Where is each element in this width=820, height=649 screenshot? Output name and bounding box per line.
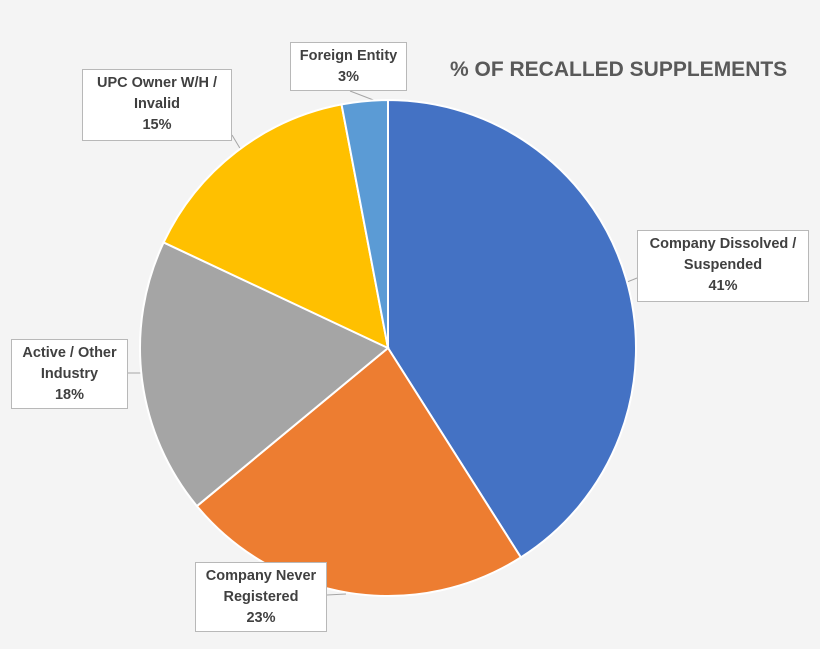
data-label-value: 15% — [142, 117, 172, 133]
data-label-value: 23% — [246, 610, 276, 626]
chart-title: % OF RECALLED SUPPLEMENTS — [450, 58, 788, 81]
pie-slice-company-dissolved-suspended — [387, 98, 637, 559]
leader-line — [231, 134, 242, 151]
data-label-value: 3% — [338, 69, 359, 85]
leader-line — [349, 90, 377, 102]
data-label-line: UPC Owner W/H / — [96, 75, 218, 91]
data-label-line: Invalid — [134, 96, 180, 112]
data-label-active-other-industry: Active / Other Industry 18% — [11, 339, 128, 409]
data-label-value: 41% — [708, 278, 738, 294]
data-label-company-never-registered: Company Never Registered 23% — [195, 562, 327, 632]
data-label-line: Foreign Entity — [299, 48, 398, 64]
data-label-company-dissolved: Company Dissolved / Suspended 41% — [637, 230, 809, 302]
data-label-line: Registered — [223, 589, 299, 605]
pie-slice-upc-owner-w-h-invalid — [162, 103, 390, 350]
pie-slice-active-other-industry — [139, 241, 390, 508]
leader-line — [326, 593, 347, 596]
data-label-foreign-entity: Foreign Entity 3% — [290, 42, 407, 91]
data-label-line: Industry — [40, 366, 99, 382]
data-label-line: Suspended — [683, 257, 763, 273]
pie-slice-foreign-entity — [340, 98, 389, 349]
pie-slice-company-never-registered — [195, 346, 523, 597]
data-label-line: Company Dissolved / — [649, 236, 797, 252]
data-label-line: Company Never — [205, 568, 317, 584]
data-label-line: Active / Other — [22, 345, 117, 361]
data-label-value: 18% — [54, 387, 85, 403]
data-label-upc-owner-invalid: UPC Owner W/H / Invalid 15% — [82, 69, 232, 141]
pie-slices — [139, 98, 637, 597]
